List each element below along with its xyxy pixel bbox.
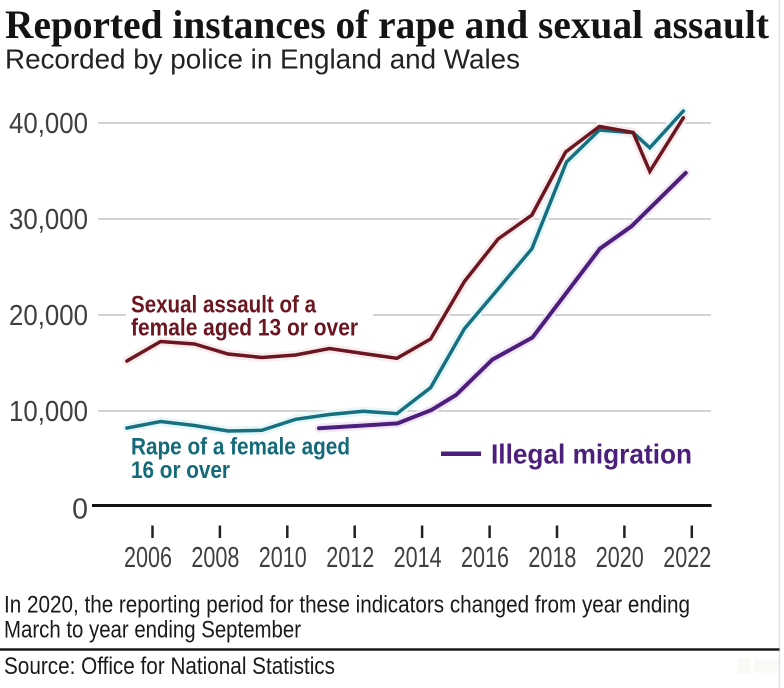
svg-text:2022: 2022 [663,542,711,574]
svg-text:Recorded by police in England: Recorded by police in England and Wales [5,44,520,75]
svg-text:2020: 2020 [596,542,644,574]
svg-text:March to year ending September: March to year ending September [4,617,301,644]
svg-text:20,000: 20,000 [9,300,88,332]
svg-text:16 or over: 16 or over [131,457,230,484]
svg-text:30,000: 30,000 [9,204,88,236]
svg-text:In 2020, the reporting period: In 2020, the reporting period for these … [4,592,690,619]
svg-text:2018: 2018 [528,542,576,574]
svg-text:Sexual assault of a: Sexual assault of a [131,292,317,319]
svg-text:2012: 2012 [326,542,374,574]
svg-text:Source: Office for National St: Source: Office for National Statistics [4,653,335,680]
svg-text:2014: 2014 [394,542,442,574]
svg-text:0: 0 [72,494,88,526]
svg-text:Illegal migration: Illegal migration [491,439,692,470]
svg-text:female aged 13 or over: female aged 13 or over [131,315,358,342]
svg-text:2008: 2008 [191,542,239,574]
svg-text:Rape of a female aged: Rape of a female aged [131,434,350,461]
svg-text:10,000: 10,000 [9,396,88,428]
svg-text:40,000: 40,000 [9,108,88,140]
svg-text:2010: 2010 [259,542,307,574]
svg-text:Reported instances of rape and: Reported instances of rape and sexual as… [5,2,770,47]
svg-text:2006: 2006 [124,542,172,574]
svg-text:2016: 2016 [461,542,509,574]
